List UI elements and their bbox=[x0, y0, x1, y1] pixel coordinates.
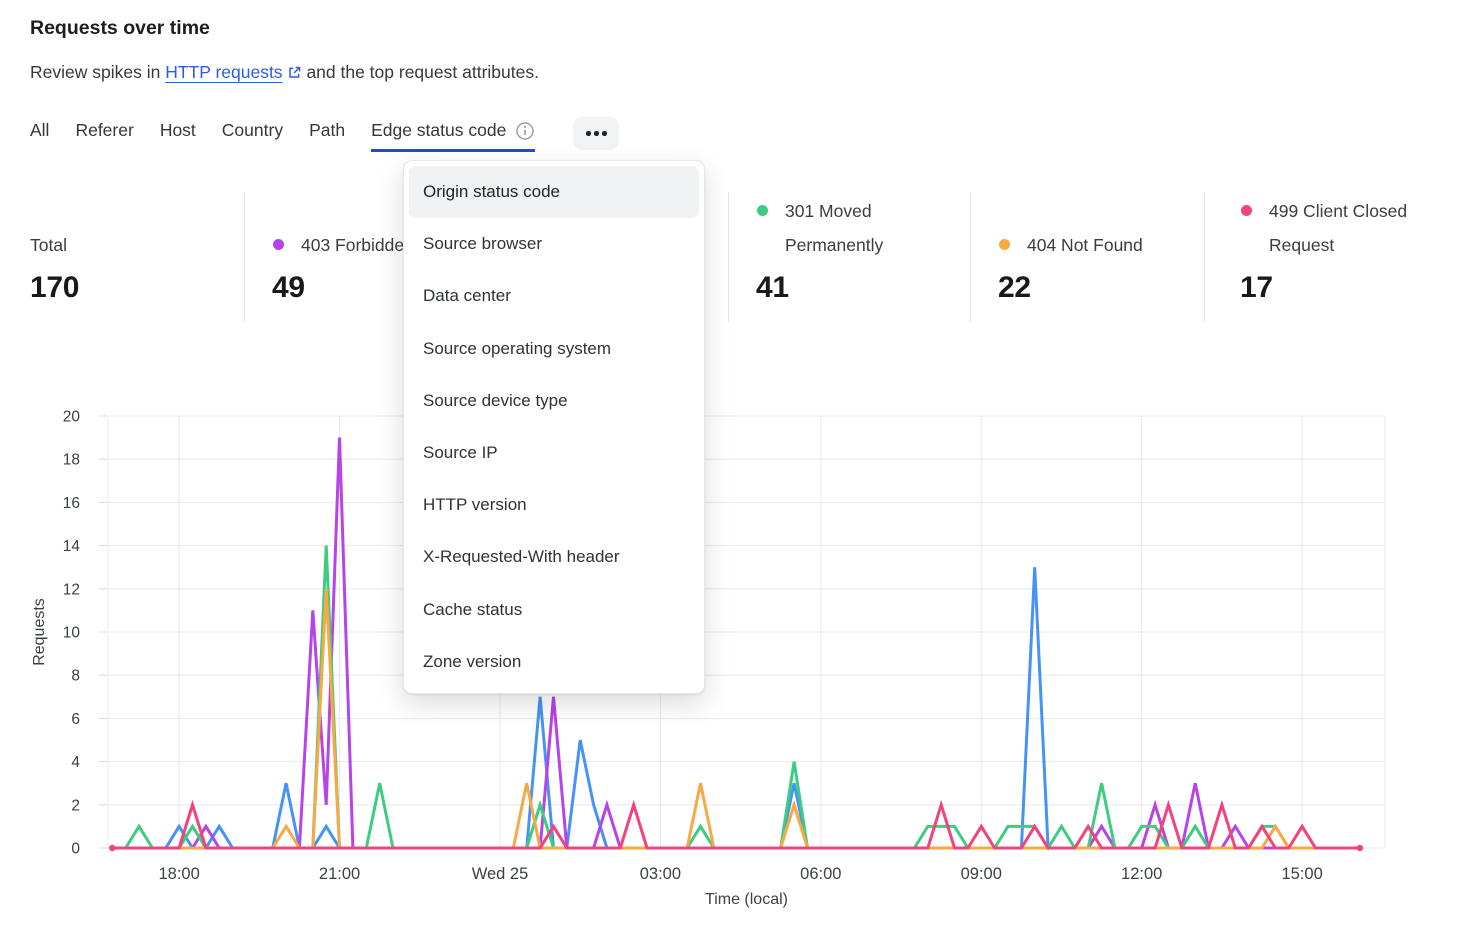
subtitle-text-prefix: Review spikes in bbox=[30, 62, 161, 82]
external-link-icon bbox=[287, 64, 302, 85]
y-axis-labels: 0 2 4 6 8 10 12 14 16 18 20 bbox=[63, 409, 81, 858]
chart-gridlines bbox=[99, 415, 1386, 849]
x-axis-labels: 18:00 21:00 Wed 25 03:00 06:00 09:00 12:00 15:0… bbox=[158, 865, 1322, 883]
stat-label: 403 Forbidden bbox=[301, 235, 414, 255]
svg-text:2: 2 bbox=[71, 797, 80, 814]
menu-item-http-version[interactable]: HTTP version bbox=[423, 495, 527, 515]
svg-text:14: 14 bbox=[63, 538, 81, 555]
tab-country[interactable]: Country bbox=[221, 120, 284, 140]
attribute-dropdown-menu: Origin status code Source browser Data c… bbox=[403, 160, 705, 694]
svg-text:03:00: 03:00 bbox=[640, 865, 681, 883]
page-title: Requests over time bbox=[30, 17, 210, 39]
stat-value: 41 bbox=[756, 271, 789, 304]
stat-label: 301 Moved Permanently bbox=[785, 201, 884, 255]
subtitle: Review spikes in HTTP requests and the t… bbox=[30, 62, 539, 85]
legend-dot-404 bbox=[999, 239, 1010, 250]
menu-item-cache-status[interactable]: Cache status bbox=[423, 599, 523, 619]
menu-item-source-operating-system[interactable]: Source operating system bbox=[423, 338, 612, 358]
menu-item-origin-status-code[interactable]: Origin status code bbox=[409, 166, 699, 219]
svg-text:15:00: 15:00 bbox=[1281, 865, 1322, 883]
stat-label: 404 Not Found bbox=[1027, 235, 1143, 255]
svg-text:20: 20 bbox=[63, 409, 81, 426]
menu-item-x-requested-with-header[interactable]: X-Requested-With header bbox=[423, 547, 620, 567]
menu-item-data-center[interactable]: Data center bbox=[423, 286, 511, 306]
svg-text:06:00: 06:00 bbox=[800, 865, 841, 883]
y-axis-title: Requests bbox=[31, 598, 48, 666]
stat-value: 22 bbox=[998, 271, 1031, 304]
series-line-499-client-closed-request bbox=[109, 799, 1364, 852]
tab-edge-status-code[interactable]: Edge status code bbox=[371, 120, 536, 152]
tab-referer[interactable]: Referer bbox=[75, 120, 134, 140]
legend-dot-403 bbox=[273, 239, 284, 250]
svg-text:10: 10 bbox=[63, 625, 81, 642]
series-line-403-forbidden bbox=[110, 437, 1362, 850]
svg-text:18:00: 18:00 bbox=[158, 865, 199, 883]
legend-dot-499 bbox=[1241, 205, 1252, 216]
menu-item-zone-version[interactable]: Zone version bbox=[423, 651, 522, 671]
stat-404-not-found: 404 Not Found 22 bbox=[998, 196, 1198, 306]
svg-text:8: 8 bbox=[71, 668, 80, 685]
attribute-tabs: All Referer Host Country Path Edge statu… bbox=[30, 117, 620, 152]
tab-host[interactable]: Host bbox=[159, 120, 196, 140]
menu-item-source-device-type[interactable]: Source device type bbox=[423, 390, 568, 410]
ellipsis-icon bbox=[586, 131, 607, 136]
tab-path[interactable]: Path bbox=[309, 120, 346, 140]
menu-item-source-ip[interactable]: Source IP bbox=[423, 443, 498, 463]
svg-text:Wed 25: Wed 25 bbox=[472, 865, 529, 883]
info-icon[interactable] bbox=[515, 121, 535, 141]
stats-divider bbox=[244, 192, 245, 322]
series-start-dot bbox=[109, 844, 116, 852]
stats-divider bbox=[1204, 192, 1205, 322]
more-attributes-button[interactable] bbox=[573, 117, 620, 150]
http-requests-link[interactable]: HTTP requests bbox=[165, 62, 301, 82]
stat-total: Total 170 bbox=[30, 196, 230, 306]
svg-text:6: 6 bbox=[71, 711, 80, 728]
tab-all[interactable]: All bbox=[30, 120, 50, 140]
stat-label: 499 Client Closed Request bbox=[1269, 201, 1408, 255]
series-line-301-moved-permanently bbox=[110, 545, 1362, 851]
svg-text:21:00: 21:00 bbox=[319, 865, 360, 883]
svg-text:09:00: 09:00 bbox=[961, 865, 1002, 883]
series-end-dot bbox=[1356, 844, 1364, 852]
stats-divider bbox=[728, 192, 729, 322]
stat-403-forbidden: 403 Forbidden 49 bbox=[272, 196, 472, 306]
stat-value: 17 bbox=[1240, 271, 1273, 304]
stat-301-moved-permanently: 301 Moved Permanently 41 bbox=[756, 196, 956, 306]
svg-text:0: 0 bbox=[71, 841, 80, 858]
svg-text:4: 4 bbox=[71, 754, 80, 771]
svg-text:16: 16 bbox=[63, 495, 80, 512]
svg-text:18: 18 bbox=[63, 452, 80, 469]
menu-item-source-browser[interactable]: Source browser bbox=[423, 234, 543, 254]
svg-text:12: 12 bbox=[63, 581, 80, 598]
x-axis-title: Time (local) bbox=[705, 891, 788, 908]
stat-value: 49 bbox=[272, 271, 305, 304]
stats-divider bbox=[970, 192, 971, 322]
stat-499-client-closed-request: 499 Client Closed Request 17 bbox=[1240, 196, 1440, 306]
stat-value: 170 bbox=[30, 271, 80, 304]
subtitle-text-suffix: and the top request attributes. bbox=[306, 62, 539, 82]
series-line-edge-status-blue bbox=[110, 567, 1362, 850]
stat-label: Total bbox=[30, 235, 67, 255]
legend-dot-301 bbox=[757, 205, 768, 216]
svg-text:12:00: 12:00 bbox=[1121, 865, 1162, 883]
